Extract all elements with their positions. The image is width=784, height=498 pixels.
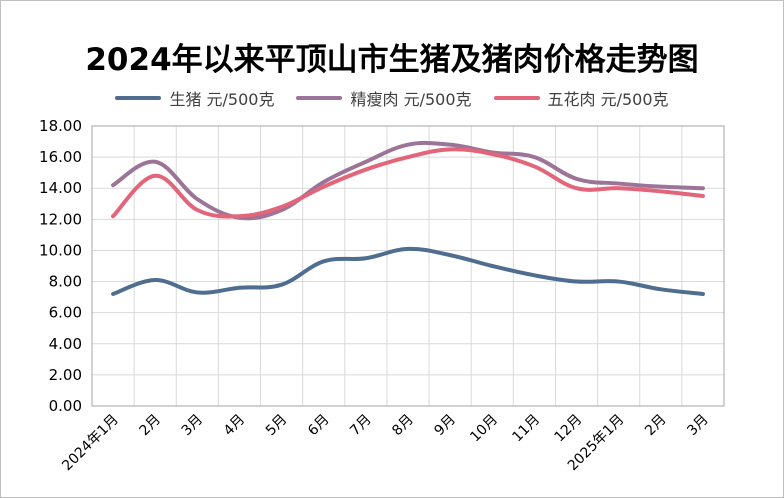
x-tick-label: 10月 — [467, 412, 501, 446]
x-tick-label: 2月 — [642, 412, 670, 440]
plot-area — [91, 125, 725, 407]
x-tick-label: 4月 — [221, 412, 249, 440]
y-tick-label: 18.00 — [39, 117, 82, 135]
x-tick-label: 3月 — [179, 412, 207, 440]
y-tick-label: 6.00 — [49, 304, 82, 322]
x-tick-label: 9月 — [431, 412, 459, 440]
legend-item-pork-belly: 五花肉 元/500克 — [493, 86, 669, 110]
legend-label-lean-pork: 精瘦肉 元/500克 — [350, 90, 472, 109]
x-tick-label: 7月 — [347, 412, 375, 440]
y-tick-label: 16.00 — [39, 148, 82, 166]
chart-legend: 生猪 元/500克 精瘦肉 元/500克 五花肉 元/500克 — [0, 86, 784, 110]
legend-item-lean-pork: 精瘦肉 元/500克 — [296, 86, 472, 110]
y-tick-label: 8.00 — [49, 273, 82, 291]
x-tick-label: 8月 — [389, 412, 417, 440]
y-tick-label: 4.00 — [49, 335, 82, 353]
x-tick-label: 3月 — [684, 412, 712, 440]
y-tick-label: 14.00 — [39, 179, 82, 197]
x-tick-label: 5月 — [263, 412, 291, 440]
legend-swatch-pork-belly — [493, 96, 540, 100]
legend-label-pork-belly: 五花肉 元/500克 — [547, 90, 669, 109]
y-tick-label: 2.00 — [49, 366, 82, 384]
chart-title: 2024年以来平顶山市生猪及猪肉价格走势图 — [85, 42, 699, 78]
legend-swatch-lean-pork — [296, 96, 343, 100]
x-tick-label: 12月 — [552, 412, 586, 446]
legend-item-pig: 生猪 元/500克 — [115, 86, 274, 110]
series-line-pig — [111, 246, 705, 296]
legend-swatch-pig — [115, 96, 162, 100]
x-tick-label: 11月 — [509, 412, 543, 446]
y-tick-label: 12.00 — [39, 210, 82, 228]
y-tick-label: 10.00 — [39, 241, 82, 259]
x-tick-label: 2月 — [137, 412, 165, 440]
x-tick-label: 2024年1月 — [59, 412, 122, 475]
series-line-pork-belly — [111, 147, 705, 219]
legend-label-pig: 生猪 元/500克 — [169, 90, 275, 109]
x-tick-label: 6月 — [305, 412, 333, 440]
y-tick-label: 0.00 — [49, 397, 82, 415]
series-line-lean-pork — [111, 140, 705, 221]
